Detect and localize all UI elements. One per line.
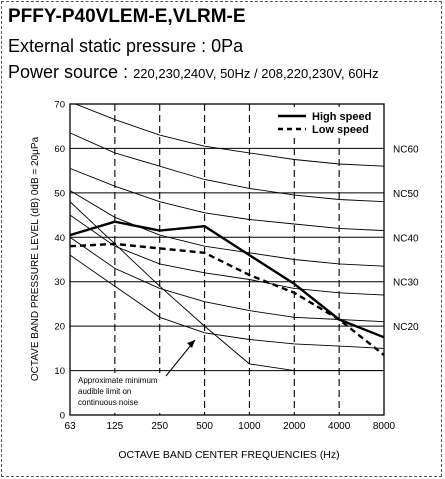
legend: High speed Low speed [274,107,380,138]
x-tick-label: 8000 [373,421,396,432]
legend-high-label: High speed [312,111,371,123]
nc-curves [70,104,384,372]
x-axis-label: OCTAVE BAND CENTER FREQUENCIES (Hz) [118,449,339,461]
data-series [70,220,384,356]
nc-curve [70,190,384,267]
nc-label: NC20 [393,322,419,333]
x-tick-label: 63 [64,421,76,432]
legend-box [274,107,380,138]
x-tick-label: 250 [151,421,168,432]
power-source-text: Power source : 220,230,240V, 50Hz / 208,… [8,62,379,83]
y-axis-label: OCTAVE BAND PRESSURE LEVEL (dB) 0dB = 20… [30,136,41,381]
x-tick-label: 500 [196,421,213,432]
model-title: PFFY-P40VLEM-E,VLRM-E [8,6,246,27]
nc-curve [70,214,384,296]
nc-label: NC60 [393,144,419,155]
annotation-text: Approximate minimum audible limit on con… [78,376,160,407]
low-speed-line [70,242,384,356]
min-audible-curve [70,201,384,372]
x-tick-label: 125 [107,421,124,432]
y-tick-label: 70 [54,100,65,111]
nc-curve [70,167,384,232]
x-tick-label: 2000 [283,421,306,432]
power-source-spec: 220,230,240V, 50Hz / 208,220,230V, 60Hz [133,66,379,81]
legend-low-label: Low speed [312,124,369,136]
y-tick-label: 50 [54,188,65,199]
nc-label: NC40 [393,233,419,244]
annotation-box [74,373,180,413]
nc-curve [74,104,384,167]
nc-curve [70,236,384,323]
annotation: Approximate minimum audible limit on con… [74,339,196,413]
high-speed-line [70,220,384,339]
static-pressure-text: External static pressure : 0Pa [8,36,244,56]
nc-label: NC30 [393,278,419,289]
plot-border [69,103,385,416]
x-tick-label: 4000 [328,421,351,432]
nc-curve [70,132,384,203]
y-tick-label: 0 [60,411,65,422]
y-tick-label: 40 [54,233,65,244]
annotation-arrowhead [187,340,195,348]
y-tick-label: 10 [54,366,65,377]
y-tick-label: 60 [54,144,65,155]
nc-curve [70,254,384,349]
power-source-label: Power source : [8,62,129,82]
nc-label: NC50 [393,189,419,200]
nc-labels: NC60 NC50 NC40 NC30 NC20 [393,144,419,333]
y-tick-label: 30 [54,277,65,288]
axis-ticks: 0 10 20 30 40 50 60 70 63 125 250 500 1000 2000 4000 80… [54,100,395,433]
x-tick-label: 1000 [238,421,261,432]
y-tick-label: 20 [54,322,65,333]
chart-grid [70,104,384,415]
